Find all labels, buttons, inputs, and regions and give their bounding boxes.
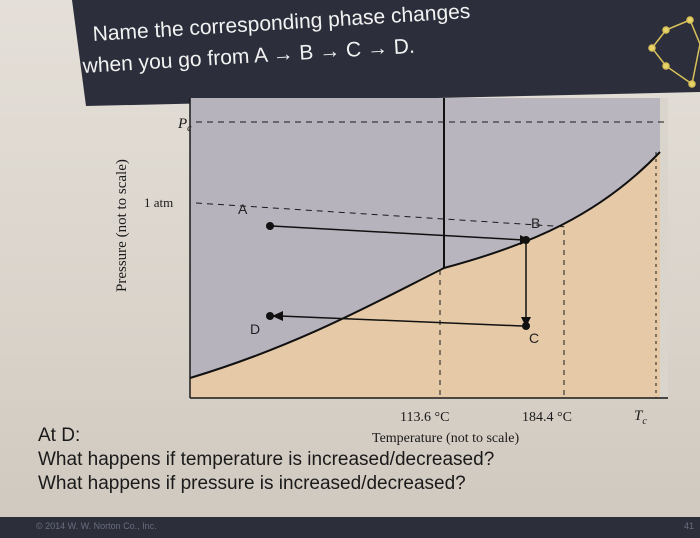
- molecule-icon: [648, 16, 700, 88]
- tick-184-label: 184.4 °C: [522, 410, 572, 425]
- arrow-head-cd: [272, 311, 283, 321]
- tc-label: Tc: [634, 408, 647, 427]
- question-temperature: What happens if temperature is increased…: [38, 449, 495, 470]
- copyright-text: © 2014 W. W. Norton Co., Inc.: [36, 521, 157, 531]
- point-a-label: A: [238, 201, 248, 217]
- banner-shape: [72, 0, 700, 106]
- footer-bar: © 2014 W. W. Norton Co., Inc. 41: [0, 517, 700, 538]
- atm-dashed-line: [195, 202, 569, 228]
- liquid-region: [444, 98, 660, 268]
- point-a-marker: [266, 222, 274, 230]
- phase-boundary-curve: [189, 151, 661, 379]
- questions-block: At D: What happens if temperature is inc…: [38, 424, 494, 496]
- y-axis-label: Pressure (not to scale): [114, 159, 130, 292]
- title-banner: Name the corresponding phase changes whe…: [0, 0, 700, 108]
- point-c-marker: [522, 322, 530, 330]
- questions-heading: At D:: [38, 425, 81, 446]
- solid-region: [190, 98, 444, 378]
- arrow-c-to-d: [279, 315, 523, 327]
- arrow-a-to-b: [271, 225, 525, 241]
- point-d-label: D: [250, 321, 260, 337]
- x-axis-label: Temperature (not to scale): [372, 431, 519, 446]
- point-b-marker: [522, 236, 530, 244]
- gas-region: [190, 152, 660, 398]
- page-number: 41: [683, 521, 694, 531]
- atm-label: 1 atm: [144, 195, 173, 210]
- question-pressure: What happens if pressure is increased/de…: [38, 473, 466, 494]
- point-c-label: C: [529, 330, 539, 346]
- point-d-marker: [266, 312, 274, 320]
- point-b-label: B: [531, 215, 540, 231]
- tick-113-label: 113.6 °C: [400, 410, 449, 425]
- pc-label: Pc: [177, 116, 192, 134]
